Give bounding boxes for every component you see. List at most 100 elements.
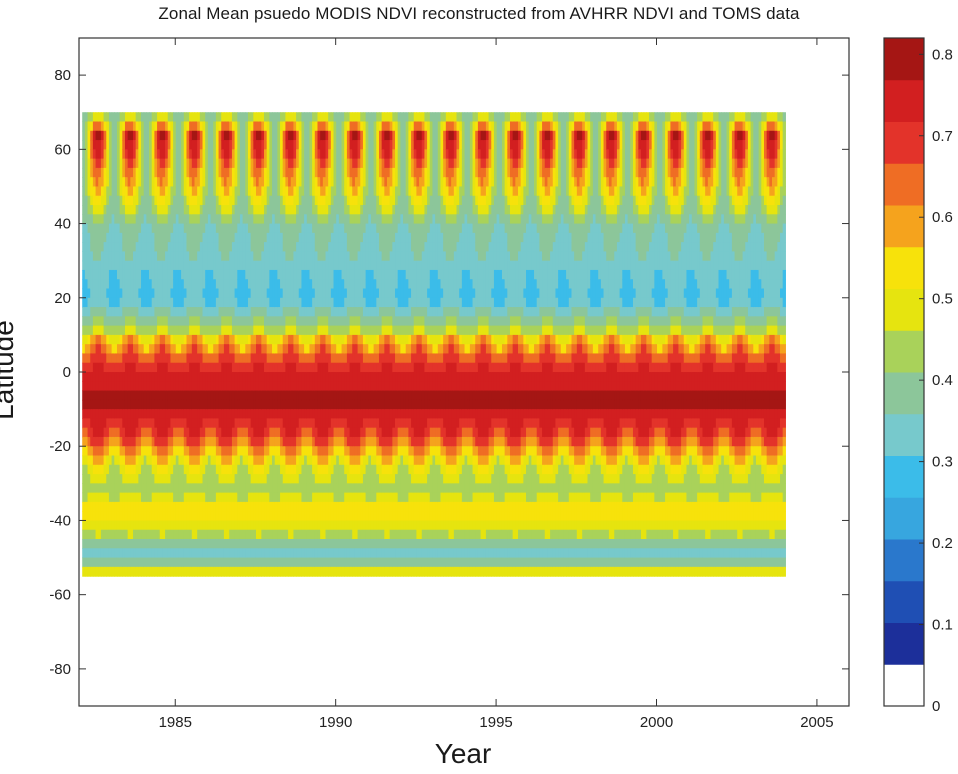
heatmap-cell (199, 409, 204, 419)
heatmap-cell (229, 492, 233, 503)
heatmap-cell (103, 372, 107, 382)
heatmap-cell (320, 418, 324, 429)
heatmap-cell (266, 334, 270, 345)
heatmap-cell (306, 446, 311, 457)
heatmap-cell (258, 446, 262, 457)
heatmap-cell (197, 279, 201, 290)
heatmap-cell (90, 474, 94, 484)
heatmap-cell (290, 195, 295, 206)
heatmap-cell (181, 279, 185, 290)
heatmap-cell (293, 316, 297, 327)
heatmap-cell (106, 566, 110, 577)
heatmap-cell (114, 130, 118, 141)
heatmap-cell (293, 205, 297, 215)
heatmap-cell (338, 121, 343, 132)
heatmap-cell (266, 501, 270, 512)
heatmap-cell (237, 214, 241, 225)
heatmap-cell (328, 548, 332, 559)
heatmap-cell (223, 121, 228, 132)
heatmap-cell (130, 334, 134, 345)
heatmap-cell (346, 177, 351, 188)
heatmap-cell (234, 566, 238, 577)
heatmap-cell (133, 112, 137, 123)
heatmap-cell (296, 140, 300, 150)
heatmap-cell (100, 372, 105, 382)
heatmap-cell (90, 566, 94, 577)
heatmap-cell (242, 362, 246, 373)
heatmap-cell (119, 362, 123, 373)
heatmap-cell (304, 566, 308, 577)
heatmap-cell (84, 205, 89, 215)
heatmap-cell (133, 205, 137, 215)
heatmap-cell (181, 112, 185, 123)
heatmap-cell (253, 566, 257, 577)
heatmap-cell (162, 418, 166, 429)
heatmap-cell (205, 205, 209, 215)
heatmap-cell (269, 446, 273, 457)
heatmap-cell (210, 214, 214, 225)
heatmap-cell (199, 325, 204, 336)
heatmap-cell (341, 418, 345, 429)
heatmap-cell (322, 427, 327, 438)
heatmap-cell (221, 260, 225, 271)
heatmap-cell (103, 334, 107, 345)
heatmap-cell (87, 149, 91, 160)
heatmap-cell (165, 242, 169, 252)
heatmap-cell (261, 195, 265, 206)
heatmap-cell (218, 464, 222, 475)
heatmap-cell (82, 511, 86, 522)
heatmap-cell (170, 149, 174, 160)
heatmap-cell (266, 167, 270, 178)
heatmap-cell (149, 223, 153, 234)
heatmap-cell (237, 566, 241, 577)
heatmap-cell (124, 214, 129, 225)
heatmap-cell (108, 492, 113, 503)
heatmap-cell (274, 316, 278, 327)
heatmap-cell (202, 186, 206, 197)
heatmap-cell (173, 112, 177, 123)
heatmap-cell (234, 251, 238, 262)
heatmap-cell (149, 307, 153, 317)
heatmap-cell (325, 316, 329, 327)
heatmap-cell (90, 232, 94, 243)
heatmap-cell (290, 344, 295, 355)
heatmap-cell (314, 557, 319, 568)
heatmap-cell (90, 557, 94, 568)
heatmap-cell (226, 362, 230, 373)
heatmap-cell (114, 112, 118, 123)
heatmap-cell (312, 112, 316, 123)
heatmap-cell (162, 279, 166, 290)
heatmap-cell (162, 483, 166, 494)
heatmap-cell (322, 548, 327, 559)
heatmap-cell (191, 390, 196, 401)
heatmap-cell (277, 418, 281, 429)
heatmap-cell (253, 483, 257, 494)
heatmap-cell (293, 474, 297, 484)
heatmap-cell (84, 195, 89, 206)
heatmap-cell (194, 418, 198, 429)
heatmap-cell (202, 140, 206, 150)
heatmap-cell (344, 436, 348, 447)
heatmap-cell (183, 548, 188, 559)
heatmap-cell (124, 390, 129, 401)
heatmap-cell (175, 242, 180, 252)
heatmap-cell (253, 455, 257, 466)
heatmap-cell (141, 455, 145, 466)
heatmap-cell (127, 483, 131, 494)
heatmap-cell (304, 130, 308, 141)
heatmap-cell (165, 539, 169, 549)
heatmap-cell (253, 158, 257, 169)
heatmap-cell (301, 167, 305, 178)
heatmap-cell (341, 381, 345, 392)
heatmap-cell (341, 316, 345, 327)
heatmap-cell (138, 195, 142, 206)
heatmap-cell (344, 548, 348, 559)
heatmap-cell (130, 464, 134, 475)
heatmap-cell (296, 288, 300, 299)
heatmap-cell (338, 557, 343, 568)
heatmap-cell (269, 483, 273, 494)
heatmap-cell (269, 325, 273, 336)
heatmap-cell (143, 232, 147, 243)
heatmap-cell (221, 474, 225, 484)
heatmap-cell (274, 205, 278, 215)
